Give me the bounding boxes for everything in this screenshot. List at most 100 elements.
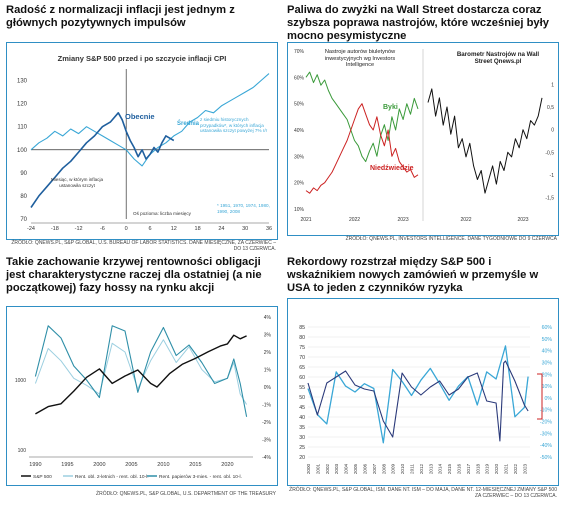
x-tick-label: 36 [266, 226, 272, 232]
y-right-tick-label: -10% [540, 408, 552, 414]
x-tick-label: 1990 [29, 462, 41, 468]
y-left-tick-label: 100 [18, 448, 27, 454]
bears-label: Niedźwiedzie [370, 165, 414, 172]
x-tick-label: 2007 [372, 463, 377, 474]
y-tick-label: 130 [17, 79, 28, 85]
x-tick-label: 2015 [447, 463, 452, 474]
panel4-title: Rekordowy rozstrzał między S&P 500 i wsk… [287, 256, 539, 294]
spread-3m10y-line [34, 325, 248, 417]
panel1-source: ŹRÓDŁO: QNEWS.PL, S&P GLOBAL, U.S. BUREA… [11, 240, 276, 252]
y-right-tick-label: 3% [264, 333, 272, 339]
panel2-title: Paliwa do zwyżki na Wall Street dostarcz… [287, 4, 549, 42]
x-tick-label: 0 [125, 226, 128, 232]
y-tick-label: 1 [551, 82, 554, 88]
x-tick-label: 2019 [485, 463, 490, 474]
footnote: * 1951, 1970, 1974, 1980, 1990, 2008 [217, 203, 270, 214]
x-tick-label: 2020 [494, 463, 499, 474]
legend-label: Rent. papierów 3-mies. - rent. obl. 10-l… [159, 474, 242, 480]
x-tick-label: 2023 [522, 463, 527, 474]
y-left-tick-label: 80 [299, 335, 305, 341]
chart-yield-curve: 1000 100 4% 3% 2% 1% 0% -1% -2% -3% -4% 1990 1995 20… [15, 315, 272, 480]
panel3-frame: 1000 100 4% 3% 2% 1% 0% -1% -2% -3% -4% 1990 1995 20… [6, 306, 278, 486]
y-left-tick-label: 50 [299, 395, 305, 401]
x-tick-label: 2003 [334, 463, 339, 474]
y-right-tick-label: 1% [264, 368, 272, 374]
x-tick-label: 18 [195, 226, 201, 232]
y-left-tick-label: 25 [299, 445, 305, 451]
y-left-tick-label: 1000 [15, 378, 26, 384]
y-left-tick-label: 70 [299, 355, 305, 361]
chart1-title: Zmiany S&P 500 przed i po szczycie infla… [58, 54, 227, 63]
x-tick-label: 2018 [475, 463, 480, 474]
y-tick-label: 70 [20, 217, 27, 223]
chart2-title: Nastroje autorów biuletynów inwestycyjny… [324, 49, 396, 69]
x-axis-note: Oś pozioma: liczba miesięcy [133, 211, 192, 216]
y-left-tick-label: 30 [299, 435, 305, 441]
x-tick-label: -6 [100, 226, 105, 232]
x-tick-label: 2005 [353, 463, 358, 474]
y-right-tick-label: 0% [545, 396, 553, 402]
x-tick-label: 2000 [306, 463, 311, 474]
y-right-tick-label: -20% [540, 420, 552, 426]
y-tick-label: 60% [294, 75, 305, 81]
bears-line [305, 103, 419, 194]
y-tick-label: -0,5 [545, 150, 554, 156]
chart-inflation-peak: Zmiany S&P 500 przed i po szczycie infla… [17, 54, 272, 232]
panel4-source: ŹRÓDŁO: QNEWS.PL, S&P GLOBAL, ISM. DANE … [289, 487, 557, 499]
y-tick-label: 50% [294, 102, 305, 108]
x-tick-label: 2004 [344, 463, 349, 474]
x-tick-label: 2021 [504, 463, 509, 474]
x-tick-label: 2022 [349, 217, 360, 223]
y-left-tick-label: 60 [299, 375, 305, 381]
y-tick-label: 120 [17, 102, 28, 108]
y-right-tick-label: -2% [262, 420, 271, 426]
y-tick-label: 110 [17, 125, 27, 131]
x-tick-label: 2013 [428, 463, 433, 474]
divergence-bracket [537, 373, 543, 420]
x-tick-label: 2023 [398, 217, 409, 223]
y-right-tick-label: -4% [262, 455, 271, 461]
y-left-tick-label: 45 [299, 405, 305, 411]
panel4-frame: 85 80 75 70 65 60 55 50 45 40 35 30 25 20 60% 50% 40% 30%… [287, 298, 559, 486]
spread-2y10y-line [34, 339, 248, 405]
x-tick-label: 2022 [513, 463, 518, 474]
average-label: Średnia [177, 120, 200, 127]
legend-label: Rent. obl. 2-letnich - rent. obl. 10-l. [75, 474, 149, 480]
y-right-tick-label: 4% [264, 315, 272, 321]
x-tick-label: 6 [148, 226, 151, 232]
y-right-tick-label: 40% [542, 349, 553, 355]
x-tick-label: 2021 [300, 217, 311, 223]
sp500-line [35, 334, 247, 415]
y-tick-label: 90 [20, 171, 27, 177]
x-tick-label: 2001 [315, 463, 320, 474]
chart3-title: Barometr Nastrojów na Wall Street Qnews.… [456, 51, 540, 66]
y-right-tick-label: -30% [540, 431, 552, 437]
x-tick-label: 2000 [93, 462, 105, 468]
bulls-label: Byki [383, 104, 398, 111]
y-right-tick-label: 2% [264, 350, 272, 356]
y-right-tick-label: 60% [542, 325, 553, 331]
y-tick-label: -1 [550, 173, 555, 179]
y-tick-label: -1,5 [545, 196, 554, 202]
y-tick-label: 10% [294, 207, 305, 213]
x-tick-label: 2009 [391, 463, 396, 474]
current-label: Obecnie [125, 112, 155, 121]
x-tick-label: 2014 [438, 463, 443, 474]
x-tick-label: 2020 [221, 462, 233, 468]
x-tick-label: -18 [51, 226, 59, 232]
panel2-frame: Nastroje autorów biuletynów inwestycyjny… [287, 42, 559, 236]
ism-new-orders-line [307, 360, 529, 442]
y-tick-label: 0,5 [547, 105, 554, 111]
y-tick-label: 30% [294, 154, 305, 160]
panel2-source: ŹRÓDŁO: QNEWS.PL, INVESTORS INTELLIGENCE… [345, 236, 557, 242]
y-tick-label: 80 [20, 194, 27, 200]
bulls-line [305, 71, 419, 163]
panel3-source: ŹRÓDŁO: QNEWS.PL, S&P GLOBAL, U.S. DEPAR… [96, 491, 276, 497]
y-left-tick-label: 40 [299, 415, 305, 421]
x-tick-label: 2023 [517, 217, 528, 223]
x-tick-label: -12 [75, 226, 83, 232]
x-tick-label: 2015 [189, 462, 201, 468]
y-left-tick-label: 55 [299, 385, 305, 391]
y-tick-label: 70% [294, 49, 305, 55]
x-tick-label: 1995 [61, 462, 73, 468]
